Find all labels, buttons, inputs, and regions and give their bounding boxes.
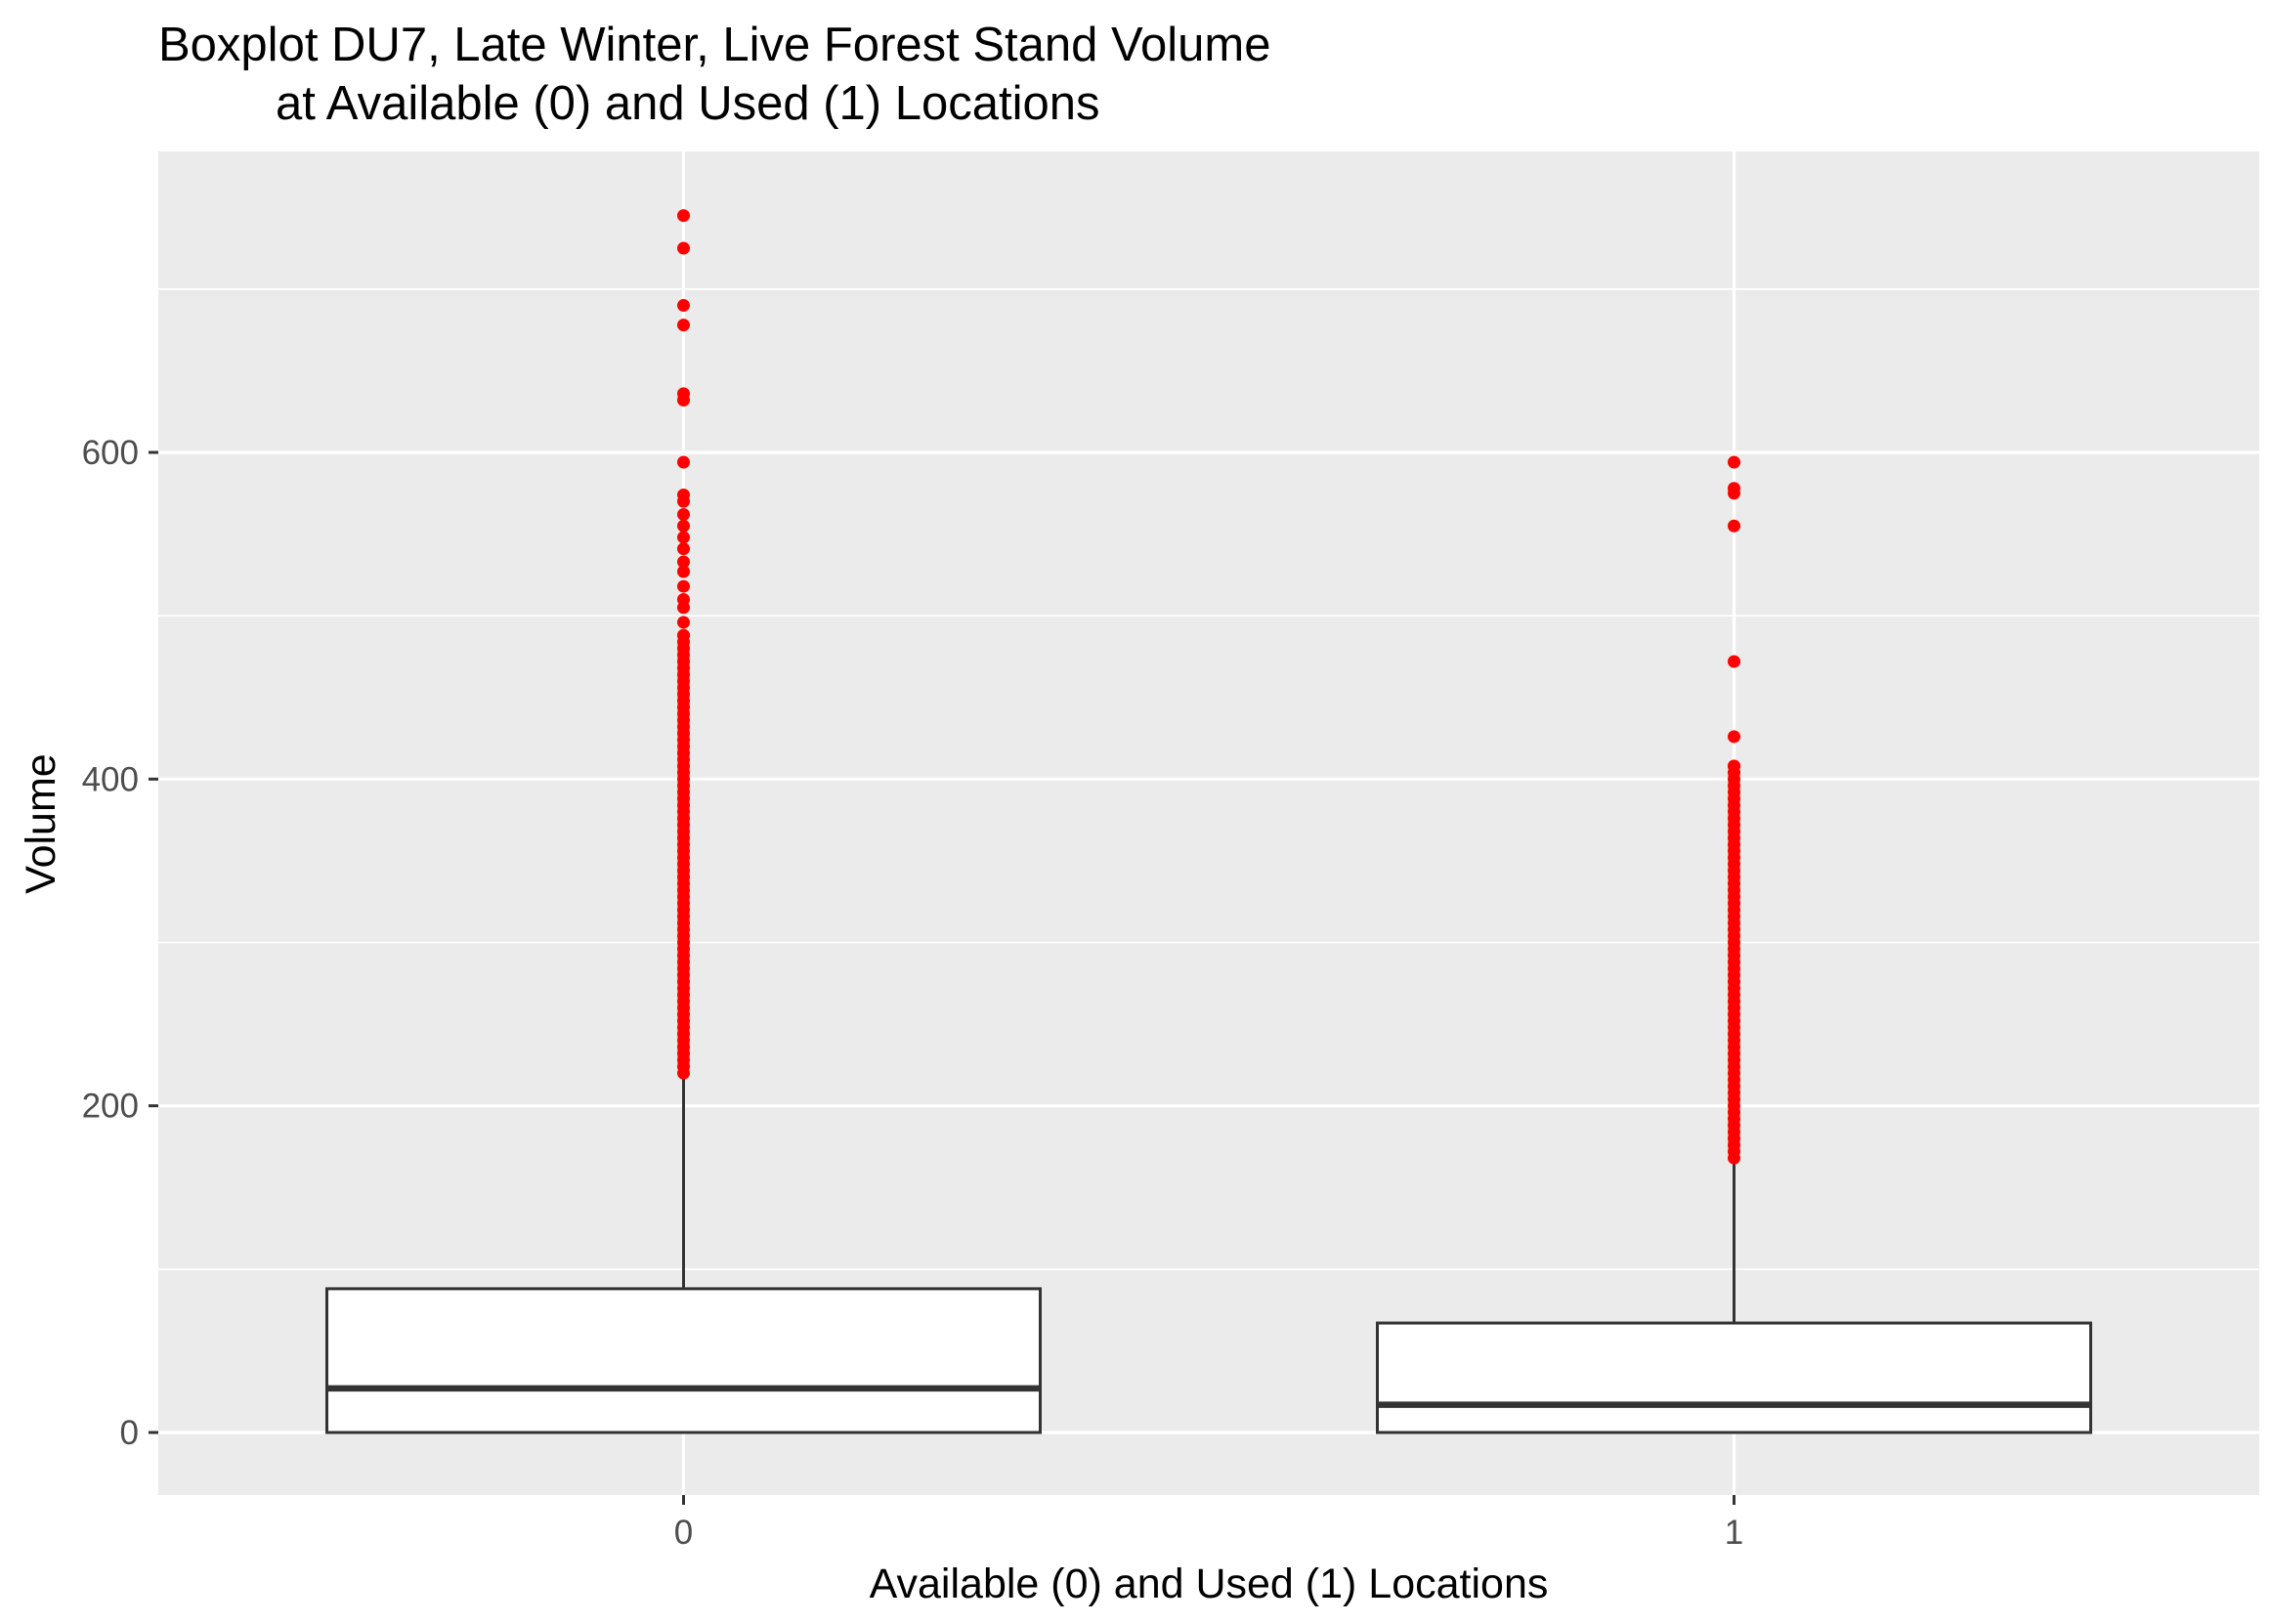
- x-tick-label: 1: [1725, 1514, 1743, 1552]
- boxes: [325, 1073, 2092, 1434]
- y-axis-title: Volume: [18, 753, 64, 893]
- outlier-point: [677, 319, 690, 332]
- outlier-point: [677, 565, 690, 578]
- outlier-point: [1728, 759, 1740, 773]
- outlier-point: [677, 299, 690, 313]
- outlier-point: [1728, 455, 1740, 469]
- outlier-point: [1728, 487, 1740, 500]
- outlier-point: [677, 519, 690, 533]
- outlier-point: [677, 508, 690, 522]
- x-tick-label: 0: [674, 1514, 693, 1552]
- y-tick-label: 400: [82, 760, 139, 798]
- box-iqr: [1376, 1321, 2092, 1434]
- outlier-point: [1728, 655, 1740, 668]
- outlier-point: [677, 531, 690, 544]
- outlier-point: [677, 209, 690, 223]
- outlier-point: [677, 555, 690, 569]
- outlier-point: [677, 455, 690, 469]
- y-tick-label: 200: [82, 1088, 139, 1126]
- box-iqr: [325, 1287, 1042, 1434]
- chart-title: Boxplot DU7, Late Winter, Live Forest St…: [158, 19, 1270, 71]
- outlier-point: [1728, 730, 1740, 744]
- outlier-point: [677, 494, 690, 508]
- outlier-point: [677, 616, 690, 629]
- outlier-points: [677, 209, 1740, 1165]
- y-tick-label: 600: [82, 434, 139, 472]
- outlier-point: [677, 579, 690, 593]
- plot-panel: [158, 151, 2259, 1495]
- outlier-point: [677, 542, 690, 556]
- outlier-point: [677, 601, 690, 615]
- axes: 0 200 400 600 0 1: [82, 434, 1744, 1552]
- outlier-point: [677, 394, 690, 407]
- chart-subtitle: at Available (0) and Used (1) Locations: [276, 77, 1099, 130]
- box-group: [325, 1073, 1042, 1434]
- outlier-point: [677, 241, 690, 255]
- outlier-point: [677, 628, 690, 642]
- box-group: [1376, 1158, 2092, 1434]
- outlier-point: [1728, 519, 1740, 533]
- y-tick-label: 0: [120, 1414, 139, 1452]
- x-axis-title: Available (0) and Used (1) Locations: [870, 1560, 1549, 1607]
